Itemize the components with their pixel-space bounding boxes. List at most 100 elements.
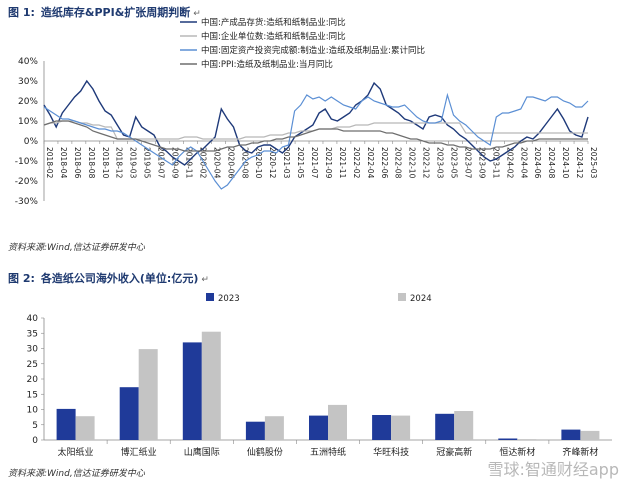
- chart1-ytick-label: -20%: [15, 177, 39, 187]
- figure1-source: 资料来源:Wind,信达证券研发中心: [8, 243, 145, 253]
- chart1-series-line-3: [43, 120, 588, 152]
- figure2-label: 图 2:: [8, 272, 35, 285]
- chart2-legend-swatch-0: [206, 293, 214, 301]
- chart1-xtick-label: 2023-07: [463, 147, 472, 179]
- figure2-source: 资料来源:Wind,信达证券研发中心: [8, 469, 145, 479]
- chart1-xtick-label: 2024-06: [533, 147, 542, 179]
- chart1-series-line-0: [43, 79, 589, 166]
- chart2-bar-2024-0: [75, 416, 95, 440]
- return-mark-icon: ↵: [193, 9, 201, 19]
- figure2-title-text: 各造纸公司海外收入(单位:亿元): [40, 272, 199, 285]
- chart2-bar-2024-2: [201, 331, 221, 440]
- chart1-xtick-label: 2018-12: [115, 147, 124, 179]
- chart1-xtick-label: 2025-03: [589, 147, 598, 179]
- chart1-ytick-label: 30%: [18, 77, 38, 87]
- chart1-ytick-label: 20%: [18, 97, 38, 107]
- chart1-xtick-label: 2021-09: [324, 147, 333, 179]
- chart1-xtick-label: 2021-11: [338, 147, 347, 179]
- return-mark-icon: ↵: [201, 275, 209, 285]
- chart1-xtick-label: 2024-10: [561, 147, 570, 179]
- chart1-xtick-label: 2022-06: [380, 147, 389, 179]
- chart1-xtick-label: 2020-06: [226, 147, 235, 179]
- chart2-category-label: 仙鹤股份: [247, 446, 283, 458]
- chart1-xtick-label: 2019-07: [157, 147, 166, 179]
- chart1-xtick-label: 2020-10: [254, 147, 263, 179]
- chart2-bar-2023-6: [435, 413, 455, 440]
- chart2-bar-2024-7: [517, 439, 537, 440]
- chart1-xtick-label: 2024-04: [519, 147, 528, 179]
- chart2-category-label: 恒达新材: [499, 446, 535, 458]
- watermark: 雪球:智通财经app: [487, 460, 619, 479]
- chart1-ytick-label: -30%: [15, 197, 39, 207]
- chart2-legend-label-0: 2023: [218, 294, 240, 304]
- chart1-xtick-label: 2023-11: [491, 147, 500, 179]
- chart1-xtick-label: 2022-02: [352, 147, 361, 179]
- chart1-xtick-label: 2021-05: [296, 147, 305, 179]
- chart1-xtick-label: 2024-02: [505, 147, 514, 179]
- chart2-bar-2024-1: [138, 349, 158, 440]
- chart2-ytick-label: 40: [27, 314, 39, 324]
- chart2-bar-2024-4: [328, 404, 347, 440]
- chart1-xtick-label: 2022-12: [422, 147, 431, 179]
- chart2-ytick-label: 0: [32, 436, 38, 446]
- chart1-xtick-label: 2021-03: [282, 147, 291, 179]
- chart2-bar-2023-1: [119, 387, 139, 440]
- chart1-xtick-label: 2018-10: [101, 147, 110, 179]
- chart2-ytick-label: 30: [27, 345, 39, 355]
- chart1-xtick-label: 2022-04: [366, 147, 375, 179]
- chart2-bar-2023-7: [498, 438, 518, 440]
- chart2-bar-2023-2: [182, 342, 202, 440]
- chart1-xtick-label: 2022-10: [408, 147, 417, 179]
- chart1-xtick-label: 2023-03: [436, 147, 445, 179]
- chart2-category-label: 博汇纸业: [121, 446, 157, 458]
- chart1-legend-label-0: 中国:产成品存货:造纸和纸制品业:同比: [201, 17, 346, 28]
- chart2-bar-2024-8: [580, 430, 600, 440]
- chart2-category-label: 冠豪高新: [436, 446, 472, 458]
- chart2-legend-label-1: 2024: [410, 294, 432, 304]
- chart2-category-label: 华旺科技: [373, 446, 409, 458]
- chart2-category-label: 山鹰国际: [184, 446, 220, 458]
- chart2-category-label: 五洲特纸: [310, 446, 346, 458]
- figure1-title-text: 造纸库存&PPI&扩张周期判断: [40, 6, 191, 19]
- chart1-ytick-label: -10%: [15, 157, 39, 167]
- chart2-legend-swatch-1: [398, 293, 406, 301]
- chart1-xtick-label: 2018-08: [87, 147, 96, 179]
- chart1-xtick-label: 2023-09: [477, 147, 486, 179]
- chart2-ytick-label: 35: [27, 329, 38, 339]
- chart1-xtick-label: 2019-03: [129, 147, 138, 179]
- chart1-xtick-label: 2018-06: [73, 147, 82, 179]
- chart1-xtick-label: 2018-02: [45, 147, 54, 179]
- figure1-title: 图 1: 造纸库存&PPI&扩张周期判断 ↵: [8, 4, 201, 20]
- figure1-label: 图 1:: [8, 6, 35, 19]
- chart2-bar-2023-0: [56, 408, 76, 440]
- chart2-category-label: 齐峰新材: [562, 446, 598, 458]
- chart1-xtick-label: 2018-04: [59, 147, 68, 179]
- chart1-ytick-label: 40%: [18, 57, 38, 67]
- chart1-xtick-label: 2020-12: [268, 147, 277, 179]
- chart1-series-line-2: [43, 92, 589, 190]
- figure2-title: 图 2: 各造纸公司海外收入(单位:亿元) ↵: [8, 270, 209, 286]
- chart1-legend-label-3: 中国:PPI:造纸及纸制品业:当月同比: [201, 59, 333, 70]
- chart2-ytick-label: 20: [27, 375, 39, 385]
- chart1-xtick-label: 2021-07: [310, 147, 319, 179]
- chart2-bar-2023-4: [309, 415, 328, 440]
- chart1-xtick-label: 2020-02: [198, 147, 207, 179]
- chart1-xtick-label: 2024-12: [575, 147, 584, 179]
- chart1-ytick-label: 0%: [24, 137, 39, 147]
- chart1-xtick-label: 2019-11: [184, 147, 193, 179]
- chart1-xtick-label: 2019-09: [171, 147, 180, 179]
- chart2-bar-2024-6: [454, 411, 474, 440]
- chart1-ytick-label: 10%: [18, 117, 38, 127]
- chart2-ytick-label: 15: [27, 390, 38, 400]
- chart2-bar-2023-3: [245, 421, 265, 440]
- chart1-xtick-label: 2022-08: [394, 147, 403, 179]
- chart2-ytick-label: 25: [27, 360, 38, 370]
- chart1-xtick-label: 2024-08: [547, 147, 556, 179]
- chart1-xtick-label: 2023-05: [450, 147, 459, 179]
- chart2-category-label: 太阳纸业: [58, 446, 94, 458]
- chart1-xtick-label: 2020-04: [212, 147, 221, 179]
- chart2-ytick-label: 10: [27, 406, 39, 416]
- chart1-xtick-label: 2019-05: [143, 147, 152, 179]
- chart1-legend-label-1: 中国:企业单位数:造纸和纸制品业:同比: [201, 31, 346, 42]
